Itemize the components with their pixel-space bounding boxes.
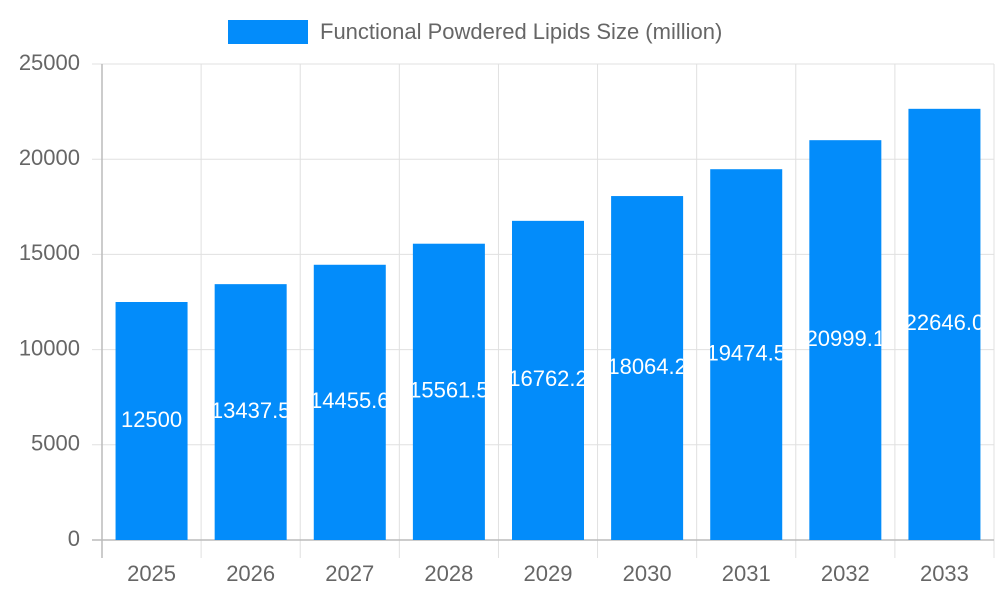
bar [809, 140, 882, 541]
bar [115, 302, 188, 540]
value-label: 18064.2 [607, 354, 687, 379]
x-tick-label: 2025 [127, 561, 176, 586]
y-tick-label: 20000 [19, 145, 80, 170]
value-label: 20999.1 [806, 326, 886, 351]
x-tick-label: 2029 [524, 561, 573, 586]
y-tick-label: 15000 [19, 240, 80, 265]
y-tick-label: 5000 [31, 431, 80, 456]
x-tick-label: 2030 [623, 561, 672, 586]
bar [512, 220, 584, 540]
value-label: 19474.5 [706, 340, 786, 365]
bar [412, 243, 485, 540]
bar [611, 196, 684, 541]
bar [710, 169, 783, 541]
y-tick-label: 10000 [19, 335, 80, 360]
value-label: 14455.6 [310, 388, 390, 413]
bar [313, 264, 386, 540]
x-tick-label: 2033 [920, 561, 969, 586]
x-tick-label: 2026 [226, 561, 275, 586]
value-label: 12500 [121, 407, 182, 432]
bar [214, 284, 287, 540]
value-label: 16762.2 [508, 366, 588, 391]
bar [908, 108, 981, 540]
legend-swatch [228, 20, 308, 44]
x-tick-label: 2027 [325, 561, 374, 586]
x-tick-label: 2031 [722, 561, 771, 586]
x-tick-label: 2032 [821, 561, 870, 586]
y-tick-label: 0 [68, 526, 80, 551]
value-label: 15561.5 [409, 378, 489, 403]
value-label: 13437.5 [211, 398, 291, 423]
value-label: 22646.0 [905, 310, 985, 335]
legend-label: Functional Powdered Lipids Size (million… [320, 19, 722, 44]
x-tick-label: 2028 [424, 561, 473, 586]
y-tick-label: 25000 [19, 50, 80, 75]
